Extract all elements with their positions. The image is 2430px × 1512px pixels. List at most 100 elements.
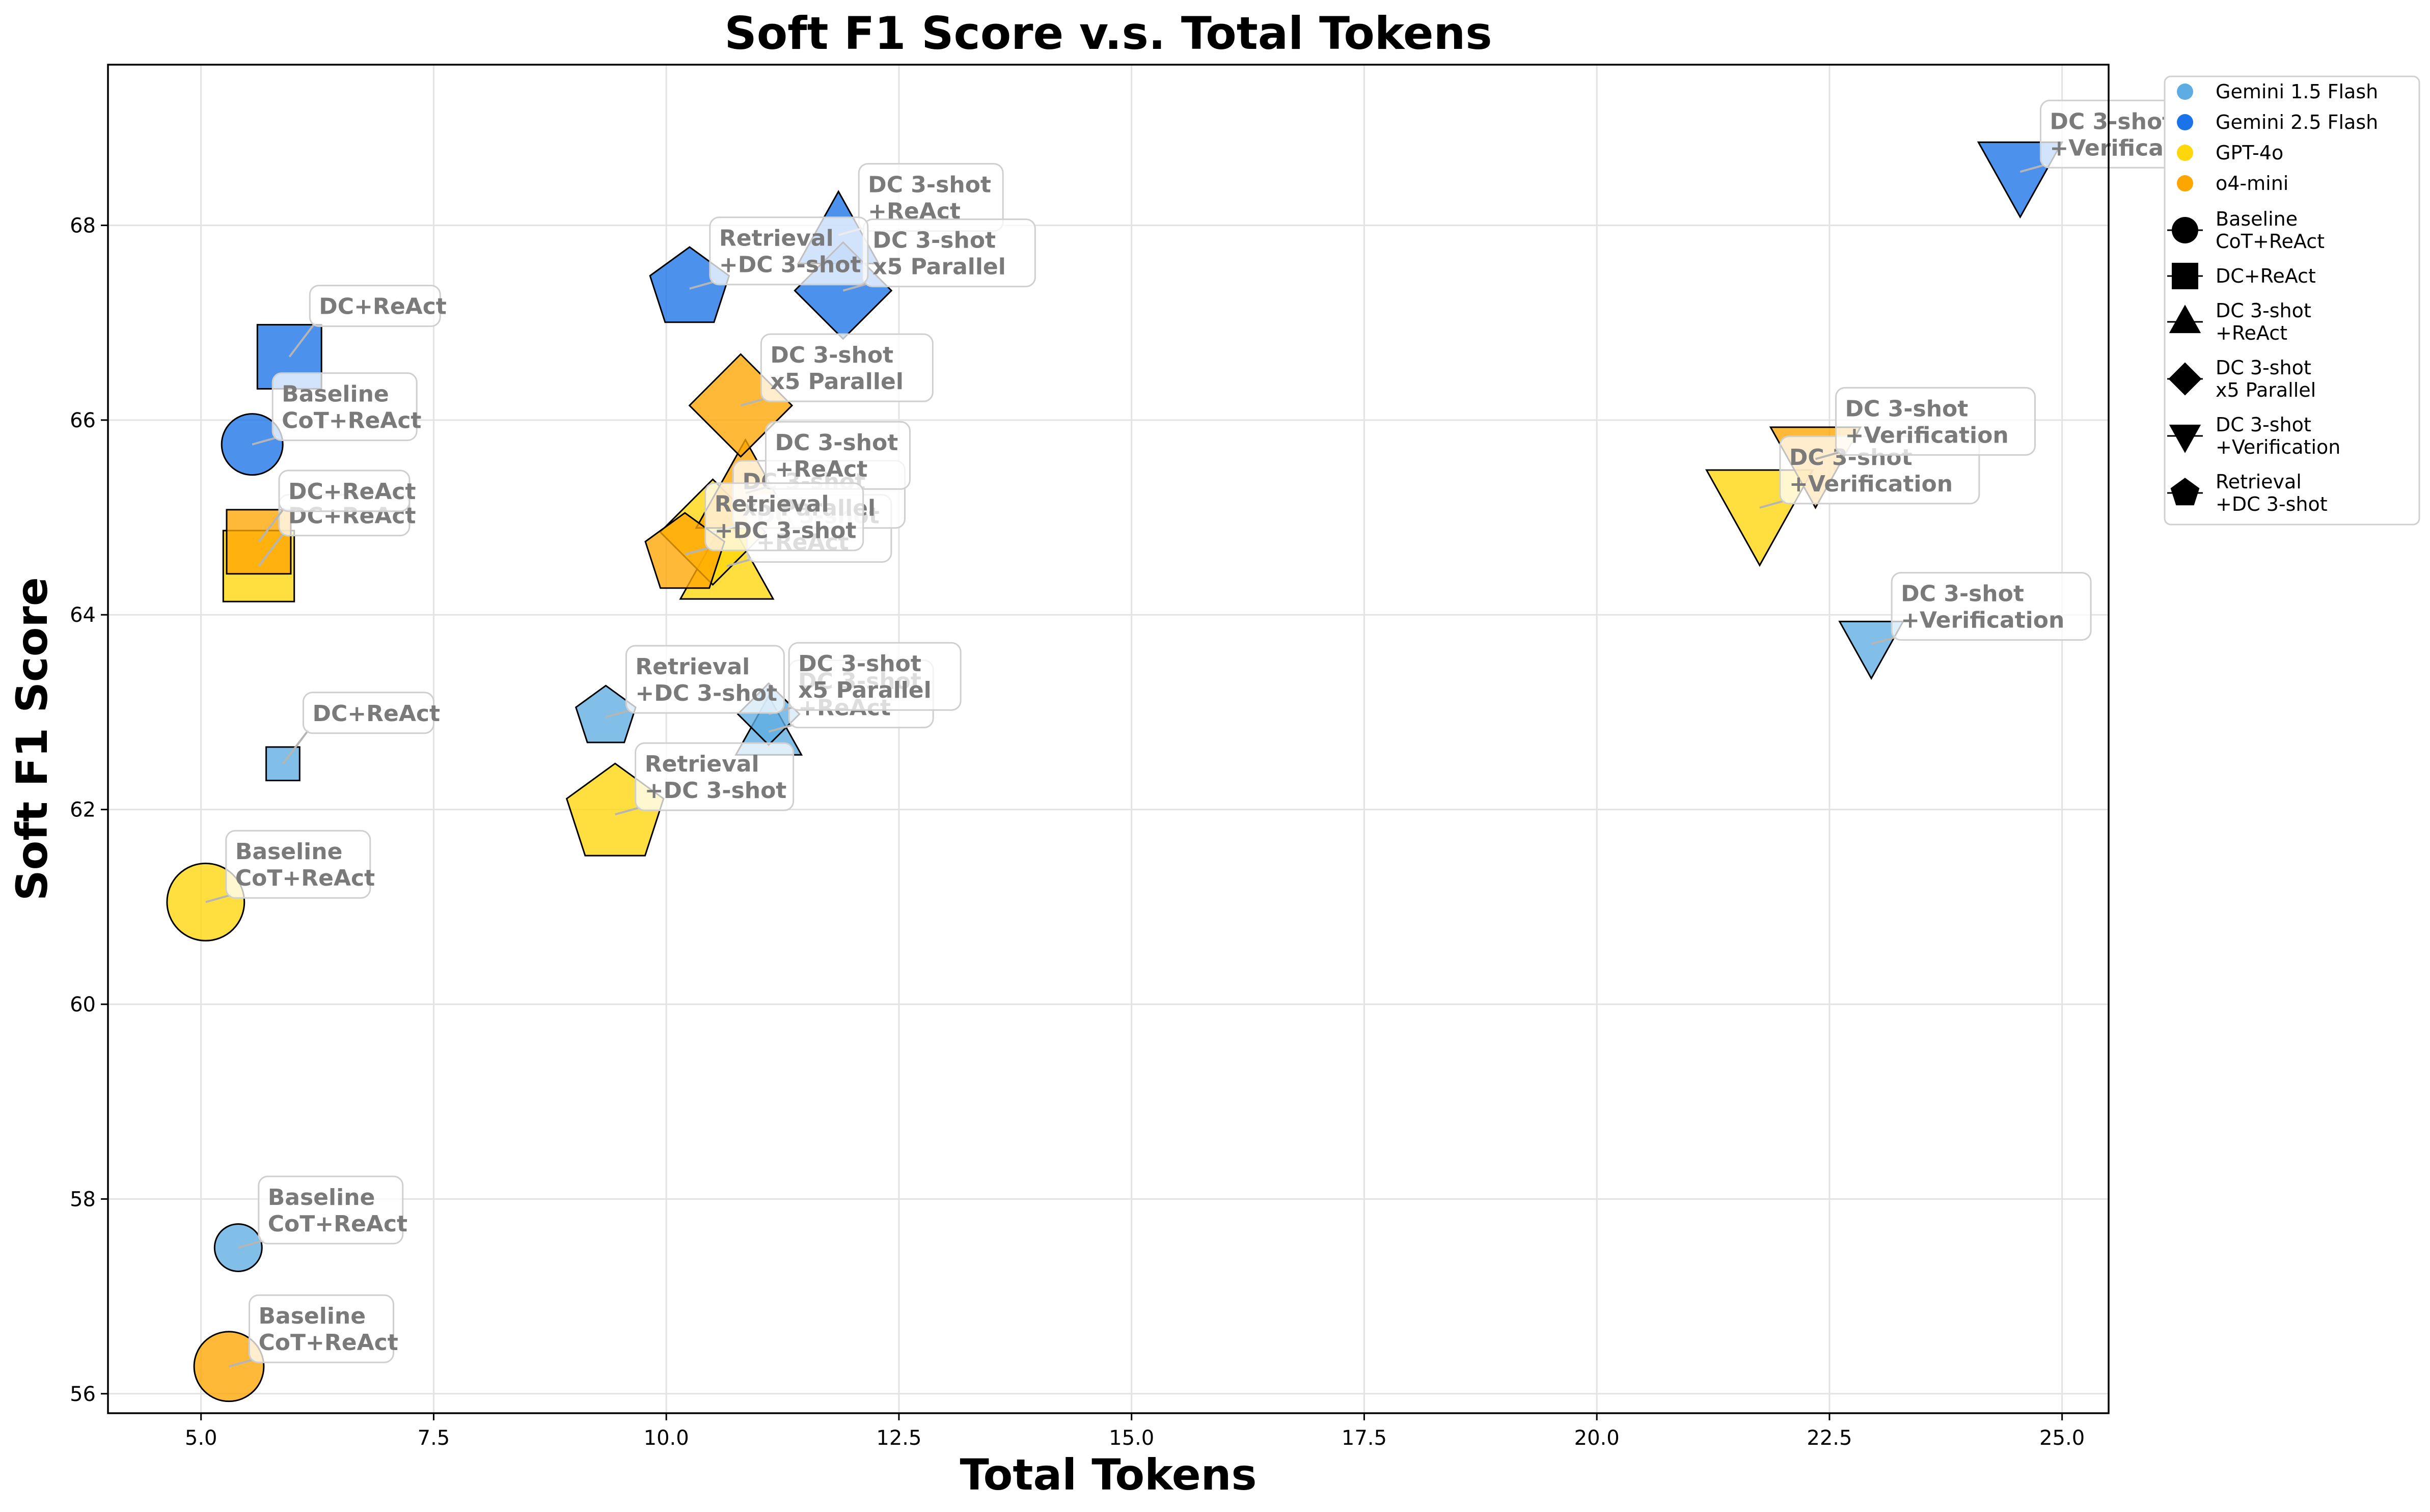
annotation-label: Retrieval [715,491,829,517]
annotation-box [1891,572,2092,641]
legend-marker-dc-3-shot-verification [2169,424,2201,453]
annotation-o4-mini-dc-3-shot-react: DC 3-shot+ReAct [745,421,911,494]
annotation-label: x5 Parallel [770,369,904,395]
annotation-arrow [615,806,641,816]
annotation-label: Baseline [259,1303,366,1329]
y-tick-label: 68 [70,214,96,237]
annotation-box [709,216,869,286]
x-axis-ticks: 5.0 7.5 10.0 12.5 15.0 17.5 20.0 22.5 25.0 [185,1413,2085,1450]
legend-swatch-gpt-4o [2177,145,2193,161]
annotation-label: DC 3-shot [1845,396,1969,422]
annotation-arrow [605,709,632,718]
annotation-box [625,645,785,714]
legend-swatch-gemini-1-5-flash [2177,84,2193,100]
annotation-box [1835,387,2036,456]
annotation-o4-mini-dc-react: DC+ReAct [258,470,416,543]
legend-label-dc-3-shot-react: DC 3-shot [2216,299,2311,322]
annotation-box [249,1294,395,1363]
annotation-o4-mini-retrieval-dc-3-shot: Retrieval+DC 3-shot [685,482,864,556]
x-tick-label: 7.5 [418,1426,450,1450]
annotation-label: DC 3-shot [868,172,991,198]
annotation-box [635,742,795,811]
legend-label-o4-mini: o4-mini [2216,172,2288,195]
chart-title: Soft F1 Score v.s. Total Tokens [724,7,1492,60]
annotation-box [258,1175,404,1245]
annotation-box [788,642,962,711]
annotation-arrow [288,322,316,358]
y-tick-label: 66 [70,409,96,432]
annotation-gemini-1-5-flash-dc-3-shot-verification: DC 3-shot+Verification [1871,572,2092,645]
x-tick-label: 22.5 [1807,1426,1852,1450]
y-tick-label: 64 [70,603,96,627]
legend-label-retrieval-dc-3-shot: +DC 3-shot [2216,493,2328,515]
legend: Gemini 1.5 Flash Gemini 2.5 Flash GPT-4o o4… [2164,75,2420,526]
annotation-label: CoT+ReAct [282,408,421,434]
legend-label-baseline-cot-react: Baseline [2216,208,2298,230]
annotation-gemini-2-5-flash-dc-react: DC+ReAct [288,285,447,358]
legend-label-dc-3-shot-x5-parallel: DC 3-shot [2216,356,2311,379]
annotation-label: Baseline [235,839,343,865]
annotation-label: DC 3-shot [872,228,996,254]
x-axis-label: Total Tokens [960,1450,1257,1500]
x-tick-label: 10.0 [644,1426,689,1450]
annotation-label: CoT+ReAct [268,1211,407,1237]
annotation-label: CoT+ReAct [235,865,375,891]
annotation-label: +Verification [1901,608,2064,634]
y-tick-label: 60 [70,993,96,1016]
annotation-label: Retrieval [719,226,834,252]
annotation-label: Baseline [268,1185,375,1211]
legend-label-gpt-4o: GPT-4o [2216,142,2283,164]
annotation-arrow [205,894,232,903]
legend-marker-retrieval-dc-3-shot [2170,478,2200,506]
point-gemini-1-5-flash-dc-react [265,746,301,782]
annotation-gemini-1-5-flash-retrieval-dc-3-shot: Retrieval+DC 3-shot [605,645,785,718]
y-tick-label: 56 [70,1383,96,1406]
annotation-arrow [2019,163,2046,173]
annotation-arrow [228,1358,255,1368]
annotation-label: x5 Parallel [872,254,1006,280]
annotation-label: DC+ReAct [312,701,440,727]
annotation-gpt-4o-retrieval-dc-3-shot: Retrieval+DC 3-shot [615,742,795,816]
annotation-arrow [258,532,285,567]
grid-lines [108,65,2109,1413]
annotation-box [225,830,371,899]
annotation-arrow [252,436,278,446]
annotation-box [760,333,934,402]
annotation-label: DC 3-shot [1901,581,2024,607]
annotation-arrow [842,282,869,292]
annotation-label: +DC 3-shot [715,518,857,544]
annotation-label: +ReAct [775,456,867,482]
annotation-gemini-1-5-flash-dc-react: DC+ReAct [282,692,440,764]
annotation-box [309,285,441,327]
annotation-label: +DC 3-shot [719,252,861,278]
legend-marker-dc-react [2172,263,2198,289]
annotation-gemini-2-5-flash-retrieval-dc-3-shot: Retrieval+DC 3-shot [689,216,869,290]
annotation-label: Baseline [282,381,389,407]
legend-label-dc-3-shot-verification: +Verification [2216,436,2340,458]
annotation-arrow [768,723,795,733]
annotation-label: Retrieval [645,751,759,777]
annotation-label: Retrieval [635,654,750,680]
legend-box [2164,75,2420,526]
annotation-arrow [238,1240,264,1249]
annotation-arrow [726,558,753,567]
annotation-box [271,372,418,442]
x-tick-label: 20.0 [1574,1426,1620,1450]
legend-label-retrieval-dc-3-shot: Retrieval [2216,471,2302,493]
legend-marker-dc-3-shot-react [2169,305,2201,334]
annotation-box [704,482,864,552]
annotation-o4-mini-dc-3-shot-verification: DC 3-shot+Verification [1815,387,2036,460]
x-tick-label: 12.5 [876,1426,921,1450]
plot-frame [107,64,2110,1414]
annotation-box [302,692,434,734]
point-gemini-1-5-flash-dc-3-shot-verification [1838,620,1905,680]
y-axis-label: Soft F1 Score [7,577,57,901]
legend-label-dc-3-shot-react: +ReAct [2216,322,2287,344]
